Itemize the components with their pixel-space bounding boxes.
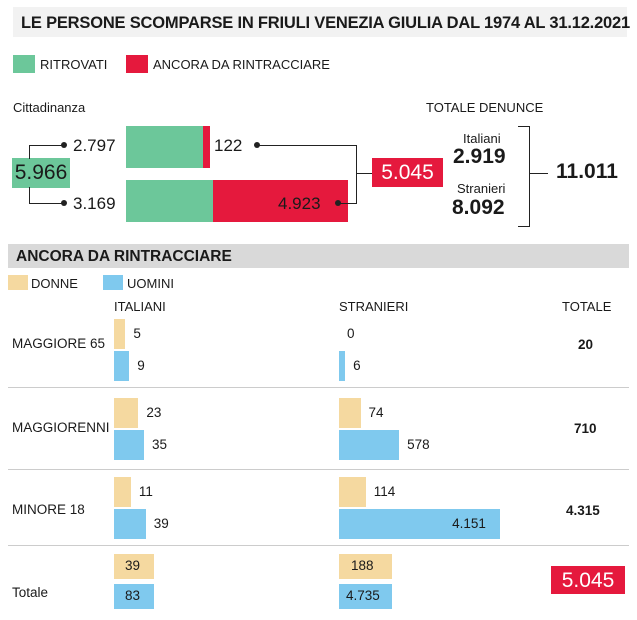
- column-header-stranieri: STRANIERI: [339, 299, 409, 314]
- section-header: ANCORA DA RINTRACCIARE: [8, 244, 629, 268]
- bar-value-label: 114: [373, 484, 396, 499]
- italiani-uomini-bar: [114, 509, 146, 539]
- legend-swatch-uomini: [103, 275, 123, 290]
- row-separator: [8, 469, 629, 470]
- bracket-line: [356, 145, 357, 203]
- bar-value-label: 23: [146, 405, 162, 420]
- denunce-italiani-value: 2.919: [453, 145, 506, 168]
- row-label: MAGGIORE 65: [12, 336, 106, 351]
- legend-label-ritrovati: RITROVATI: [40, 57, 108, 72]
- bar-value-label: 11: [138, 484, 153, 499]
- denunce-stranieri-value: 8.092: [452, 196, 505, 219]
- title-bar: LE PERSONE SCOMPARSE IN FRIULI VENEZIA G…: [13, 7, 630, 37]
- stranieri-ancora-bar: [213, 180, 348, 222]
- italiani-donne-bar: [114, 319, 126, 349]
- bracket-line: [518, 226, 529, 227]
- column-header-italiani: ITALIANI: [114, 299, 166, 314]
- bar-value-label: 6: [353, 358, 361, 373]
- bar-value-label: 9: [137, 358, 145, 373]
- legend-swatch-donne: [8, 275, 28, 290]
- totale-italiani-uomini-box: 83: [114, 584, 154, 609]
- column-header-totale: TOTALE: [562, 299, 612, 314]
- grand-total-box: 5.045: [551, 566, 625, 594]
- totale-italiani-donne-value: 39: [125, 558, 141, 573]
- bracket-line: [257, 145, 357, 146]
- stranieri-uomini-bar: [339, 509, 501, 539]
- row-label: MAGGIORENNI: [12, 420, 110, 435]
- denunce-label: TOTALE DENUNCE: [426, 100, 544, 115]
- denunce-total-value: 11.011: [556, 160, 618, 183]
- row-total: 710: [574, 421, 597, 436]
- totale-italiani-donne-box: 39: [114, 554, 154, 579]
- row-label: MINORE 18: [12, 502, 85, 517]
- bracket-line: [29, 187, 30, 203]
- italiani-donne-bar: [114, 477, 131, 507]
- stranieri-uomini-bar: [339, 430, 400, 460]
- totale-stranieri-donne-value: 188: [351, 558, 374, 573]
- bar-value-label: 0: [347, 326, 355, 341]
- italiani-donne-bar: [114, 398, 139, 428]
- bar-value-label: 5: [133, 326, 141, 341]
- row-separator: [8, 387, 629, 388]
- total-ancora-box: 5.045: [372, 158, 443, 187]
- denunce-italiani-label: Italiani: [463, 131, 501, 146]
- bar-value-label: 4.151: [452, 516, 486, 531]
- section-title: ANCORA DA RINTRACCIARE: [16, 248, 232, 265]
- denunce-stranieri-label: Stranieri: [457, 181, 506, 196]
- totale-row-label: Totale: [12, 585, 49, 600]
- legend-swatch-ritrovati: [13, 55, 35, 73]
- stranieri-ancora-value: 4.923: [278, 194, 321, 213]
- legend-label-uomini: UOMINI: [127, 276, 174, 291]
- stranieri-ritrovati-value: 3.169: [73, 194, 116, 213]
- stranieri-donne-bar: [339, 477, 366, 507]
- totale-stranieri-uomini-box: 4.735: [339, 584, 392, 609]
- italiani-ancora-bar: [203, 126, 210, 168]
- bracket-line: [29, 145, 30, 159]
- total-all-value: 5.966: [14, 161, 68, 184]
- bracket-line: [357, 173, 373, 174]
- bar-value-label: 578: [407, 437, 430, 452]
- bar-value-label: 74: [368, 405, 384, 420]
- total-ancora-value: 5.045: [381, 161, 434, 184]
- legend-label-donne: DONNE: [31, 276, 78, 291]
- cittadinanza-label: Cittadinanza: [13, 100, 86, 115]
- italiani-ritrovati-value: 2.797: [73, 136, 116, 155]
- total-all-box: 5.966: [12, 158, 70, 188]
- connector-dot: [61, 142, 67, 148]
- row-separator: [8, 545, 629, 546]
- bracket-line: [29, 145, 63, 146]
- totale-stranieri-donne-box: 188: [339, 554, 392, 579]
- italiani-uomini-bar: [114, 351, 130, 381]
- bracket-line: [29, 203, 63, 204]
- connector-dot: [61, 200, 67, 206]
- row-total: 20: [578, 337, 594, 352]
- row-total: 4.315: [566, 503, 600, 518]
- bracket-line: [530, 173, 548, 174]
- totale-stranieri-uomini-value: 4.735: [346, 588, 380, 603]
- stranieri-uomini-bar: [339, 351, 346, 381]
- bracket-line: [518, 126, 529, 127]
- bar-value-label: 39: [153, 516, 169, 531]
- stranieri-donne-bar: [339, 398, 361, 428]
- totale-italiani-uomini-value: 83: [125, 588, 141, 603]
- italiani-ritrovati-bar: [126, 126, 203, 168]
- legend-swatch-ancora: [126, 55, 148, 73]
- page-title: LE PERSONE SCOMPARSE IN FRIULI VENEZIA G…: [21, 14, 630, 32]
- grand-total-value: 5.045: [561, 569, 615, 592]
- italiani-uomini-bar: [114, 430, 145, 460]
- italiani-ancora-value: 122: [214, 136, 243, 155]
- legend-label-ancora: ANCORA DA RINTRACCIARE: [153, 57, 330, 72]
- bracket-line: [529, 126, 530, 227]
- bracket-line: [338, 203, 357, 204]
- stranieri-ritrovati-bar: [126, 180, 213, 222]
- bar-value-label: 35: [152, 437, 168, 452]
